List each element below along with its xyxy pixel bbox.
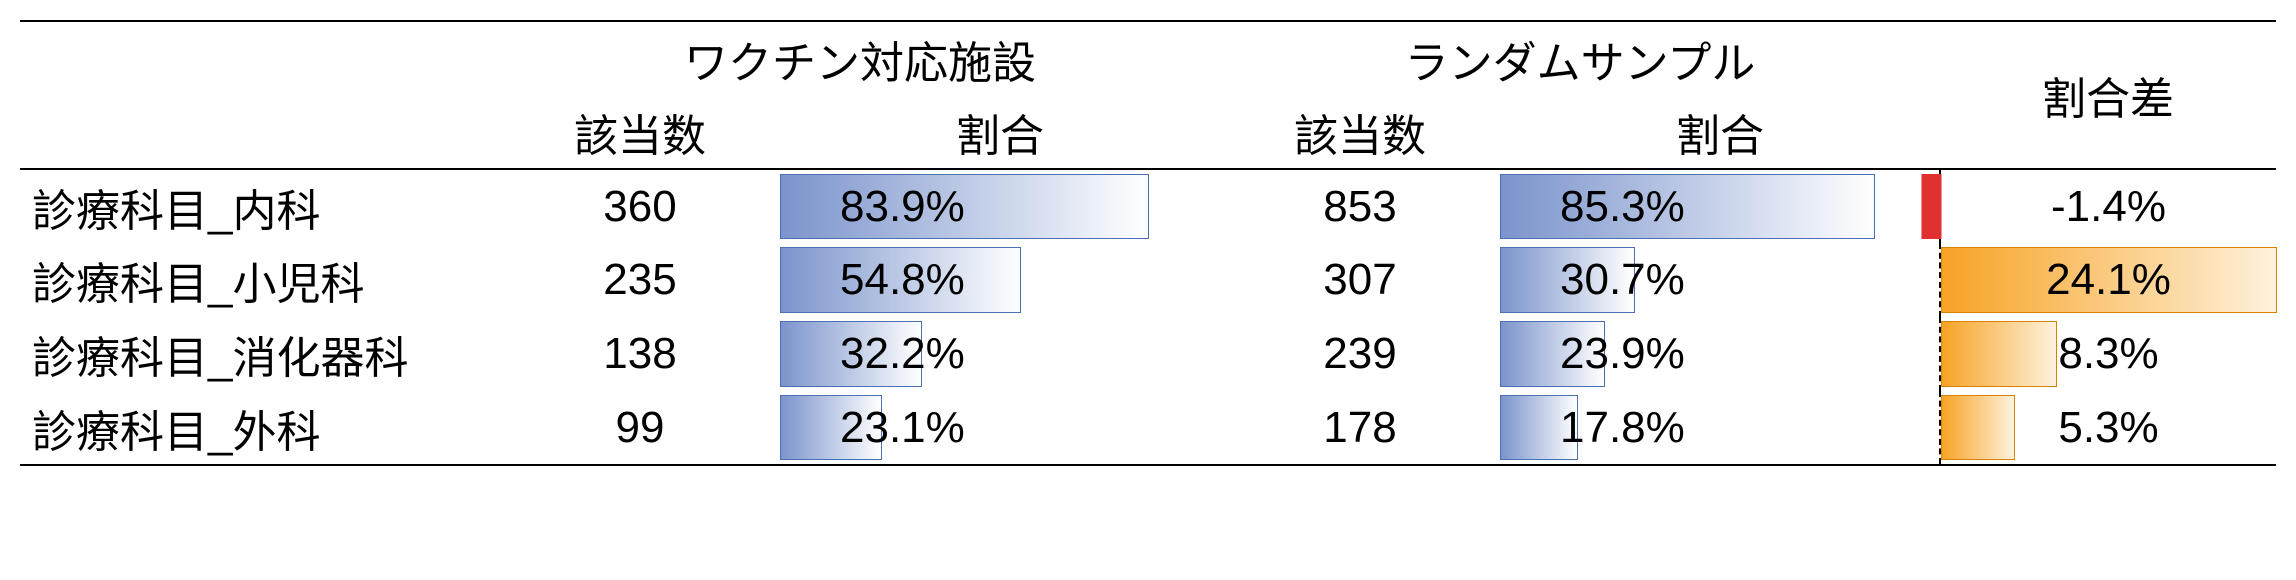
table-body: 診療科目_内科36083.9%85385.3%-1.4%診療科目_小児科2355… (20, 169, 2276, 465)
table-row: 診療科目_小児科23554.8%30730.7%24.1% (20, 243, 2276, 317)
count2: 853 (1220, 169, 1500, 243)
count1: 99 (500, 391, 780, 465)
diff-text: -1.4% (1941, 182, 2276, 232)
row-label: 診療科目_外科 (20, 391, 500, 465)
ratio2-text: 30.7% (1500, 255, 1939, 305)
ratio1-text: 23.1% (780, 403, 1220, 453)
table-header: ワクチン対応施設 ランダムサンプル 割合差 該当数 割合 該当数 割合 (20, 21, 2276, 169)
ratio2-cell: 17.8% (1500, 391, 1940, 465)
count1: 360 (500, 169, 780, 243)
diff-cell: 8.3% (1940, 317, 2276, 391)
ratio2-cell: 30.7% (1500, 243, 1940, 317)
ratio2-text: 17.8% (1500, 403, 1939, 453)
header-group2: ランダムサンプル (1220, 21, 1940, 95)
diff-cell: 5.3% (1940, 391, 2276, 465)
ratio2-text: 85.3% (1500, 182, 1939, 232)
count1: 235 (500, 243, 780, 317)
diff-cell: -1.4% (1940, 169, 2276, 243)
diff-bar (1921, 174, 1941, 239)
row-label: 診療科目_消化器科 (20, 317, 500, 391)
ratio1-cell: 54.8% (780, 243, 1220, 317)
header-empty (20, 21, 500, 169)
count2: 239 (1220, 317, 1500, 391)
ratio2-cell: 85.3% (1500, 169, 1940, 243)
header-count2: 該当数 (1220, 95, 1500, 169)
ratio1-cell: 32.2% (780, 317, 1220, 391)
count2: 178 (1220, 391, 1500, 465)
diff-text: 24.1% (1941, 255, 2276, 305)
table-row: 診療科目_内科36083.9%85385.3%-1.4% (20, 169, 2276, 243)
row-label: 診療科目_内科 (20, 169, 500, 243)
count2: 307 (1220, 243, 1500, 317)
header-group1: ワクチン対応施設 (500, 21, 1220, 95)
header-ratio1: 割合 (780, 95, 1220, 169)
header-ratio2: 割合 (1500, 95, 1940, 169)
header-diff: 割合差 (1940, 21, 2276, 169)
row-label: 診療科目_小児科 (20, 243, 500, 317)
diff-text: 8.3% (1941, 329, 2276, 379)
table-row: 診療科目_消化器科13832.2%23923.9%8.3% (20, 317, 2276, 391)
header-count1: 該当数 (500, 95, 780, 169)
ratio1-text: 54.8% (780, 255, 1220, 305)
diff-text: 5.3% (1941, 403, 2276, 453)
ratio2-text: 23.9% (1500, 329, 1939, 379)
ratio1-text: 32.2% (780, 329, 1220, 379)
ratio2-cell: 23.9% (1500, 317, 1940, 391)
ratio1-text: 83.9% (780, 182, 1220, 232)
ratio1-cell: 23.1% (780, 391, 1220, 465)
data-table: ワクチン対応施設 ランダムサンプル 割合差 該当数 割合 該当数 割合 診療科目… (20, 20, 2276, 466)
ratio1-cell: 83.9% (780, 169, 1220, 243)
diff-cell: 24.1% (1940, 243, 2276, 317)
count1: 138 (500, 317, 780, 391)
table-row: 診療科目_外科9923.1%17817.8%5.3% (20, 391, 2276, 465)
